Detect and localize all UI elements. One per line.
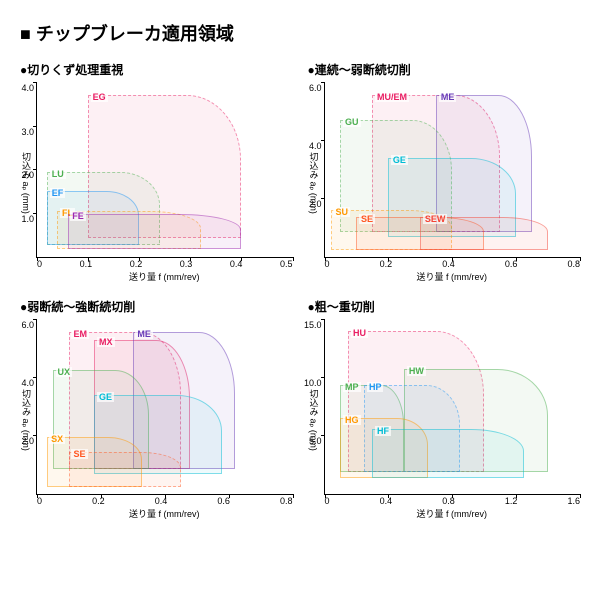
region-label-MU/EM: MU/EM (375, 92, 409, 102)
x-ticks: 00.20.40.60.8 (37, 496, 293, 506)
region-label-SU: SU (333, 207, 350, 217)
region-label-UX: UX (56, 367, 73, 377)
region-label-EM: EM (71, 329, 89, 339)
chart-1: ●連続～弱断続切削切込み aₚ (mm)2.04.06.000.20.40.60… (308, 61, 581, 283)
region-label-MP: MP (343, 382, 361, 392)
region-label-HF: HF (375, 426, 391, 436)
y-ticks: 1.02.03.04.0 (9, 83, 34, 257)
region-label-LU: LU (50, 169, 66, 179)
region-label-GE: GE (391, 155, 408, 165)
x-axis-label: 送り量 f (mm/rev) (324, 270, 581, 283)
region-label-SE: SE (71, 449, 87, 459)
region-HF (372, 429, 524, 478)
main-title: ■ チップブレーカ適用領域 (20, 20, 580, 46)
x-ticks: 00.10.20.30.40.5 (37, 259, 293, 269)
region-label-ME: ME (439, 92, 457, 102)
y-ticks: 2.04.06.0 (297, 83, 322, 257)
y-ticks: 5.010.015.0 (297, 320, 322, 494)
x-ticks: 00.20.40.60.8 (325, 259, 581, 269)
y-ticks: 2.04.06.0 (9, 320, 34, 494)
x-axis-label: 送り量 f (mm/rev) (36, 270, 293, 283)
region-label-HW: HW (407, 366, 426, 376)
plot-area: 2.04.06.000.20.40.60.8EMMXMEUXGESXSE (36, 320, 293, 495)
region-label-EF: EF (50, 188, 66, 198)
region-label-GE: GE (97, 392, 114, 402)
x-ticks: 00.40.81.21.6 (325, 496, 581, 506)
chart-title: ●粗～重切削 (308, 298, 581, 315)
region-label-GU: GU (343, 117, 361, 127)
chart-title: ●弱断続～強断続切削 (20, 298, 293, 315)
region-FE (68, 214, 242, 249)
region-label-FE: FE (70, 211, 86, 221)
region-label-HU: HU (351, 328, 368, 338)
x-axis-label: 送り量 f (mm/rev) (36, 507, 293, 520)
plot-area: 2.04.06.000.20.40.60.8MU/EMMEGUGESUSESEW (324, 83, 581, 258)
region-label-HP: HP (367, 382, 384, 392)
chart-3: ●粗～重切削切込み aₚ (mm)5.010.015.000.40.81.21.… (308, 298, 581, 520)
region-label-SE: SE (359, 214, 375, 224)
charts-grid: ●切りくず処理重視切込み aₚ (mm)1.02.03.04.000.10.20… (20, 61, 580, 520)
region-label-ME: ME (135, 329, 153, 339)
x-axis-label: 送り量 f (mm/rev) (324, 507, 581, 520)
chart-title: ●連続～弱断続切削 (308, 61, 581, 78)
chart-title: ●切りくず処理重視 (20, 61, 293, 78)
chart-0: ●切りくず処理重視切込み aₚ (mm)1.02.03.04.000.10.20… (20, 61, 293, 283)
region-label-HG: HG (343, 415, 361, 425)
region-label-SX: SX (49, 434, 65, 444)
region-label-SEW: SEW (423, 214, 448, 224)
plot-area: 1.02.03.04.000.10.20.30.40.5EGLUEFFLFE (36, 83, 293, 258)
chart-2: ●弱断続～強断続切削切込み aₚ (mm)2.04.06.000.20.40.6… (20, 298, 293, 520)
plot-area: 5.010.015.000.40.81.21.6HUHWMPHPHGHF (324, 320, 581, 495)
region-label-MX: MX (97, 337, 115, 347)
region-label-EG: EG (91, 92, 108, 102)
